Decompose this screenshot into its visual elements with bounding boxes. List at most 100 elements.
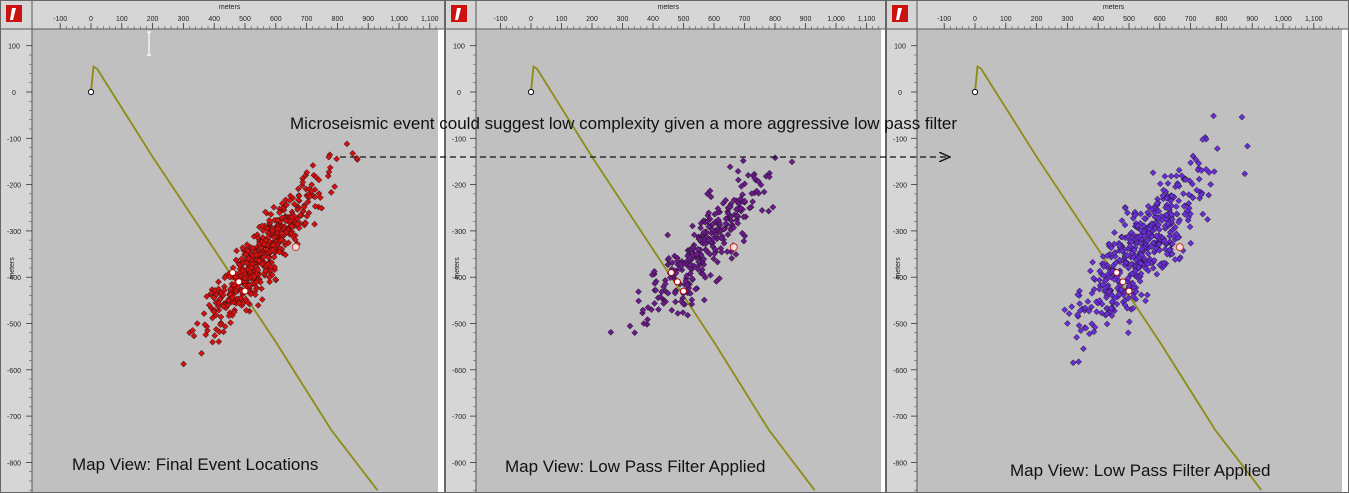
event-point (635, 288, 642, 296)
event-point (1142, 297, 1149, 305)
event-point (1096, 285, 1103, 293)
event-point (741, 232, 749, 240)
event-point (1138, 245, 1146, 252)
event-point (1128, 229, 1135, 237)
event-point (1144, 209, 1152, 216)
event-point (1197, 191, 1205, 199)
event-point (243, 259, 251, 267)
event-point (644, 304, 652, 311)
event-point (220, 287, 228, 294)
event-point (262, 208, 269, 216)
event-point (294, 206, 301, 213)
event-point (740, 213, 747, 221)
event-point (1204, 216, 1211, 223)
x-tick-label: 100 (116, 16, 128, 23)
event-point (1124, 209, 1131, 217)
event-point (1069, 359, 1077, 367)
event-point (671, 289, 679, 297)
x-ruler (0, 0, 445, 29)
y-tick-label: -300 (7, 229, 21, 236)
event-point (210, 294, 218, 302)
event-point (755, 178, 762, 185)
event-point (1075, 358, 1082, 366)
event-point (1099, 281, 1107, 288)
event-point (326, 164, 334, 171)
y-tick-label: 100 (894, 44, 906, 51)
event-point (1153, 232, 1160, 240)
event-point (269, 246, 276, 254)
event-point (740, 237, 748, 245)
event-point (327, 189, 335, 196)
event-point (260, 253, 268, 261)
event-point (711, 250, 718, 258)
event-point (233, 247, 240, 255)
event-point (255, 257, 263, 265)
event-point (250, 273, 258, 280)
event-point (224, 301, 232, 309)
event-point (1151, 213, 1159, 221)
event-point (217, 313, 225, 321)
event-point (311, 193, 319, 201)
event-point (657, 293, 664, 301)
event-point (309, 162, 317, 169)
perforation-marker (667, 269, 675, 277)
event-point (260, 240, 268, 248)
x-tick-label: 200 (1031, 16, 1043, 23)
monitor-marker (291, 243, 300, 252)
event-point (1068, 303, 1076, 311)
event-point (303, 169, 311, 176)
event-point (1213, 145, 1221, 152)
event-point (282, 251, 289, 259)
event-point (272, 276, 279, 283)
map-panel-low-pass-1: -100 0 100 200 300 400 500 600 700 800 900 1,000 1,1… (445, 0, 886, 493)
event-point (200, 310, 208, 317)
event-point (690, 231, 698, 239)
event-point (1121, 301, 1129, 309)
well-trajectory (90, 64, 379, 491)
event-point (193, 320, 201, 327)
event-point (1145, 225, 1153, 233)
event-point (1064, 320, 1071, 327)
event-point (1144, 202, 1152, 210)
event-point (1134, 222, 1142, 230)
event-point (242, 306, 250, 314)
event-point (1189, 180, 1196, 188)
event-point (267, 211, 275, 218)
event-point (1100, 263, 1108, 270)
event-point (1074, 311, 1081, 319)
event-point (696, 236, 704, 244)
event-point (1153, 270, 1161, 278)
event-point (1136, 277, 1144, 285)
event-point (712, 231, 720, 239)
event-point (746, 204, 753, 212)
event-point (1168, 240, 1176, 248)
event-point (237, 294, 244, 302)
perforation-marker (229, 269, 237, 277)
event-point (259, 227, 267, 234)
event-point (253, 251, 260, 259)
event-point (722, 215, 730, 223)
x-tick-label: 600 (1154, 16, 1166, 23)
event-point (254, 266, 262, 274)
y-tick-label: -300 (893, 229, 907, 236)
event-point (700, 296, 708, 304)
event-point (278, 214, 286, 222)
event-point (232, 256, 240, 264)
x-ruler (886, 0, 1349, 29)
event-point (1118, 247, 1126, 255)
event-point (1090, 285, 1098, 293)
event-point (257, 244, 265, 252)
event-point (235, 299, 243, 307)
plot-area (917, 29, 1342, 493)
y-tick-label: 100 (8, 44, 20, 51)
perforation-marker (241, 287, 249, 295)
event-point (1180, 190, 1187, 198)
event-point (1175, 255, 1183, 263)
event-point (704, 218, 711, 225)
x-tick-label: 500 (239, 16, 251, 23)
event-point (1142, 265, 1150, 272)
event-point (682, 277, 690, 285)
perforation-marker (680, 287, 687, 295)
event-point (1129, 305, 1137, 312)
monitor-marker (729, 243, 738, 252)
